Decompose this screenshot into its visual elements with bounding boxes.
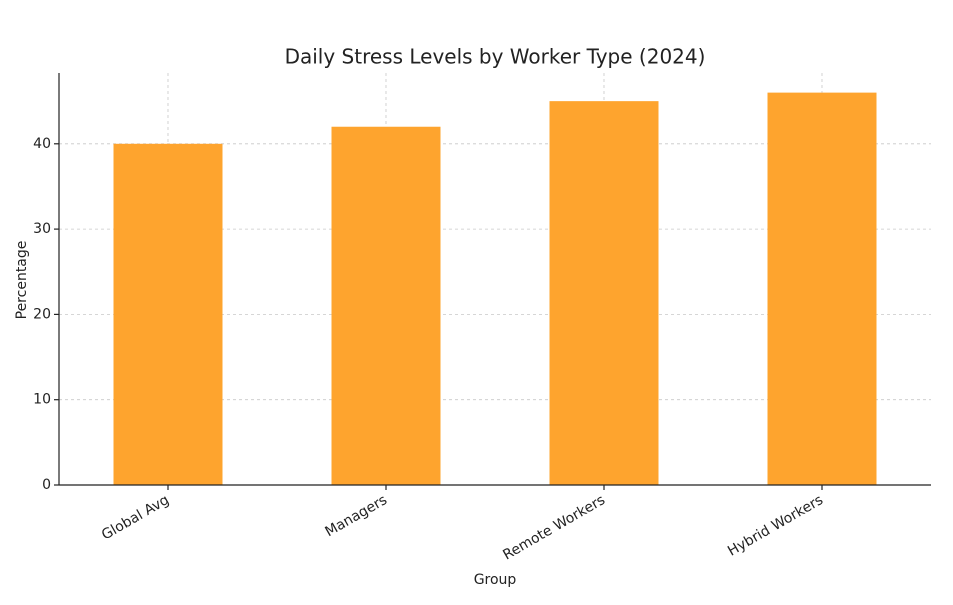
y-tick-label: 40 bbox=[33, 136, 51, 152]
x-tick-label: Global Avg bbox=[99, 492, 172, 543]
bar bbox=[767, 92, 877, 485]
bar bbox=[549, 101, 659, 485]
bar bbox=[331, 126, 441, 485]
x-tick-label: Remote Workers bbox=[500, 492, 608, 563]
y-tick-label: 0 bbox=[42, 477, 51, 493]
y-tick-label: 30 bbox=[33, 221, 51, 237]
x-tick-label: Managers bbox=[323, 492, 390, 540]
x-axis-label: Group bbox=[474, 572, 517, 588]
y-tick-label: 20 bbox=[33, 306, 51, 322]
y-axis-label: Percentage bbox=[14, 241, 30, 320]
x-tick-label: Hybrid Workers bbox=[725, 492, 826, 560]
chart-title: Daily Stress Levels by Worker Type (2024… bbox=[285, 45, 706, 69]
y-tick-label: 10 bbox=[33, 392, 51, 408]
bar bbox=[113, 143, 223, 485]
